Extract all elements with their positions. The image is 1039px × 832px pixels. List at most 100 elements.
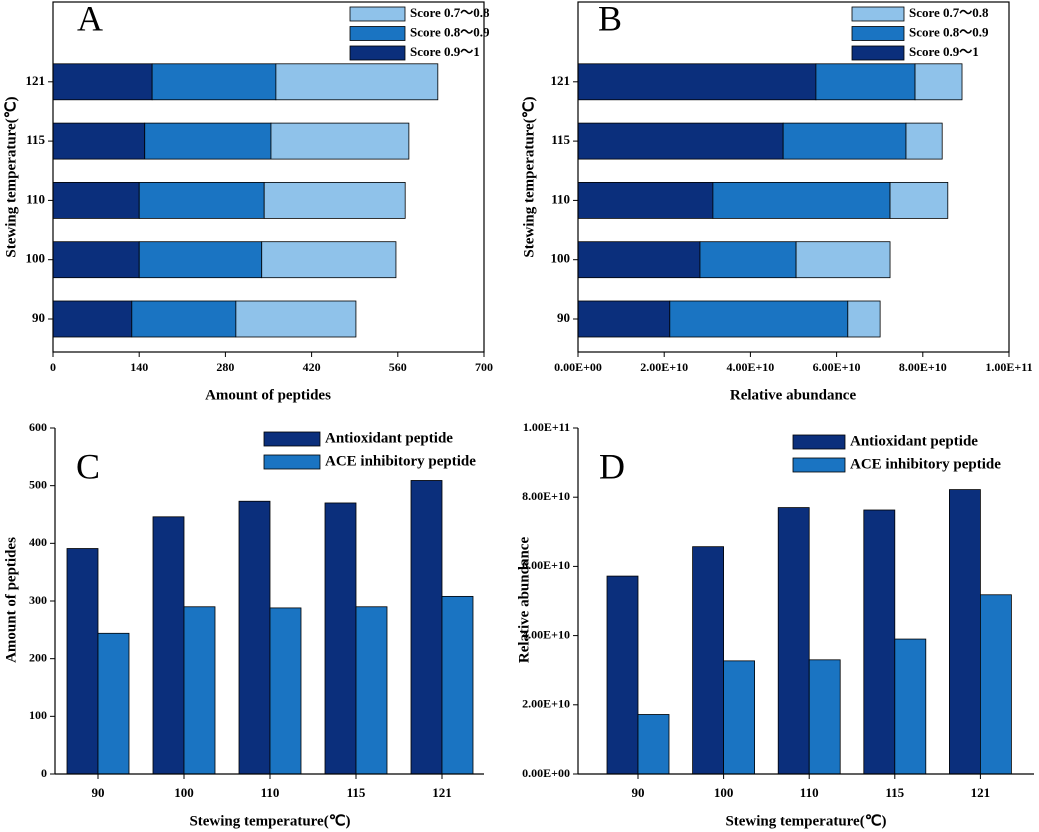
bar (980, 594, 1012, 775)
bar-segment (847, 300, 881, 338)
y-axis-label: Amount of peptides (3, 537, 19, 663)
legend-label: Score 0.7～0.8 (410, 5, 490, 20)
legend-swatch (263, 431, 321, 447)
y-tick-label: 110 (26, 191, 45, 206)
bar-segment (52, 181, 140, 219)
bar (808, 659, 841, 775)
bar-segment (577, 122, 784, 160)
y-tick-label: 100 (29, 708, 47, 722)
bar-segment (263, 181, 406, 219)
bar (410, 480, 443, 775)
bar (723, 660, 755, 775)
x-tick-label: 6.00E+10 (813, 360, 861, 374)
y-tick-label: 110 (551, 191, 570, 206)
legend-swatch (851, 6, 905, 22)
legend-swatch (349, 26, 406, 41)
legend-label: Score 0.9～1 (909, 44, 979, 59)
bar (692, 546, 724, 775)
x-tick-label: 560 (389, 360, 407, 374)
bar (441, 595, 474, 775)
x-tick-label: 121 (432, 785, 452, 800)
y-axis-label: Stewing temperature(℃) (521, 96, 537, 257)
legend-label: Score 0.8～0.9 (410, 24, 490, 39)
y-tick-label: 115 (26, 132, 45, 147)
bar-segment (577, 241, 701, 279)
legend-label: ACE inhibitory peptide (850, 456, 1001, 472)
y-tick-label: 0 (41, 766, 47, 780)
y-tick-label: 121 (26, 73, 46, 88)
bar-segment (138, 241, 263, 279)
x-tick-label: 8.00E+10 (899, 360, 947, 374)
legend-swatch (792, 457, 846, 473)
bar-segment (889, 181, 949, 219)
legend-swatch (263, 454, 321, 470)
bar-segment (712, 181, 891, 219)
plot-frame (577, 1, 1010, 353)
x-tick-label: 140 (130, 360, 148, 374)
y-tick-label: 8.00E+10 (522, 489, 570, 503)
y-tick-label: 1.00E+11 (523, 420, 570, 434)
x-axis-label: Stewing temperature(℃) (725, 813, 886, 829)
y-tick-label: 300 (29, 593, 47, 607)
bar-segment (52, 300, 133, 338)
legend-swatch (851, 26, 905, 41)
bar-segment (52, 122, 146, 160)
y-tick-label: 121 (551, 73, 571, 88)
bar (355, 606, 388, 775)
y-tick-label: 4.00E+10 (522, 627, 570, 641)
y-tick-label: 115 (551, 132, 570, 147)
y-tick-label: 90 (32, 310, 45, 325)
bar-segment (131, 300, 237, 338)
bar-segment (275, 63, 439, 101)
bar-segment (577, 300, 671, 338)
x-tick-label: 121 (971, 785, 991, 800)
y-tick-label: 0.00E+00 (522, 766, 570, 780)
legend-label: Antioxidant peptide (325, 430, 453, 446)
bar-segment (270, 122, 410, 160)
legend-swatch (851, 45, 905, 61)
legend-swatch (349, 6, 406, 22)
bar (66, 548, 99, 775)
x-tick-label: 280 (216, 360, 234, 374)
x-tick-label: 2.00E+10 (640, 360, 688, 374)
bar (894, 638, 927, 775)
bar (269, 607, 302, 775)
bar (949, 489, 981, 775)
bar (97, 632, 130, 775)
x-tick-label: 420 (303, 360, 321, 374)
x-tick-label: 115 (885, 785, 904, 800)
panel-letter: C (76, 446, 100, 486)
y-tick-label: 6.00E+10 (522, 558, 570, 572)
legend-swatch (792, 434, 846, 450)
x-axis-label: Amount of peptides (205, 387, 331, 403)
bar-segment (669, 300, 849, 338)
y-tick-label: 100 (551, 251, 571, 266)
y-tick-label: 200 (29, 650, 47, 664)
x-tick-label: 115 (347, 785, 366, 800)
bar-segment (795, 241, 891, 279)
bar (324, 502, 357, 775)
x-tick-label: 110 (800, 785, 819, 800)
bar-segment (905, 122, 943, 160)
plot-frame (52, 1, 485, 353)
x-tick-label: 90 (632, 785, 645, 800)
x-tick-label: 700 (475, 360, 493, 374)
bar (238, 500, 271, 775)
bar (606, 575, 639, 775)
x-tick-label: 0 (50, 360, 56, 374)
y-tick-label: 400 (29, 535, 47, 549)
y-axis-label: Relative abundance (516, 537, 532, 664)
bar (183, 606, 216, 775)
x-tick-label: 90 (92, 785, 105, 800)
y-tick-label: 90 (557, 310, 570, 325)
bar (637, 714, 670, 775)
bar-segment (699, 241, 797, 279)
bar-segment (914, 63, 963, 101)
bar-segment (782, 122, 907, 160)
bar (863, 509, 896, 775)
legend-label: ACE inhibitory peptide (325, 453, 476, 469)
legend-swatch (349, 45, 406, 61)
y-axis-label: Stewing temperature(℃) (3, 96, 19, 257)
x-tick-label: 0.00E+00 (554, 360, 602, 374)
